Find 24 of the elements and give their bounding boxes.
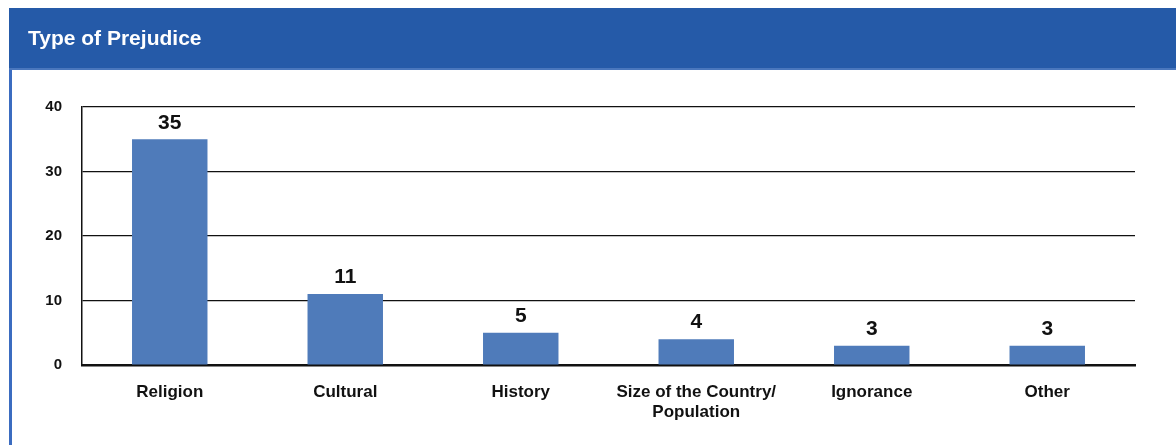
data-label: 5 — [514, 303, 527, 327]
y-tick-label: 0 — [53, 355, 62, 373]
x-tick-label: Cultural — [313, 382, 378, 402]
data-label: 3 — [865, 315, 878, 339]
bar — [1009, 345, 1085, 365]
bar — [834, 345, 910, 365]
bar — [658, 339, 734, 365]
data-label: 11 — [334, 264, 357, 288]
y-tick-label: 10 — [45, 290, 62, 308]
bar — [483, 332, 559, 365]
chart-title: Type of Prejudice — [28, 26, 202, 50]
x-tick-label: Size of the Country/ Population — [616, 382, 777, 422]
data-label: 35 — [158, 109, 182, 133]
x-tick-label: Ignorance — [831, 382, 913, 402]
y-tick-label: 40 — [45, 97, 62, 115]
data-label: 4 — [690, 309, 703, 333]
bar — [132, 139, 208, 365]
x-tick-label: Religion — [136, 382, 204, 402]
x-tick-label: Other — [1024, 382, 1071, 402]
y-tick-label: 30 — [45, 161, 62, 179]
y-tick-label: 20 — [45, 226, 62, 244]
data-label: 3 — [1041, 315, 1054, 339]
x-tick-label: History — [491, 382, 551, 402]
bar — [307, 294, 383, 365]
